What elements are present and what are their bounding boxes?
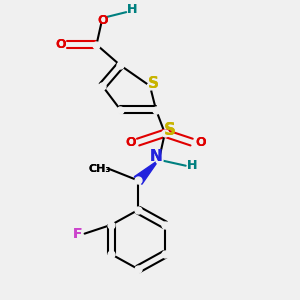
Text: N: N	[150, 149, 162, 164]
Text: S: S	[163, 121, 175, 139]
Text: F: F	[72, 226, 82, 241]
Text: O: O	[195, 136, 206, 148]
Text: O: O	[97, 14, 108, 28]
Text: O: O	[125, 136, 136, 148]
Text: O: O	[125, 136, 136, 148]
Text: S: S	[163, 121, 175, 139]
Text: CH₃: CH₃	[88, 164, 111, 174]
Text: O: O	[97, 14, 108, 28]
Text: O: O	[56, 38, 66, 51]
Text: O: O	[56, 38, 66, 51]
Text: F: F	[72, 226, 82, 241]
Polygon shape	[134, 160, 159, 184]
Text: S: S	[148, 76, 158, 91]
Text: S: S	[148, 76, 158, 91]
Text: O: O	[195, 136, 206, 148]
Text: CH₃: CH₃	[88, 164, 111, 174]
Text: H: H	[186, 159, 197, 172]
Text: H: H	[186, 159, 197, 172]
Text: H: H	[127, 3, 137, 16]
Text: H: H	[127, 3, 137, 16]
Text: N: N	[150, 149, 162, 164]
